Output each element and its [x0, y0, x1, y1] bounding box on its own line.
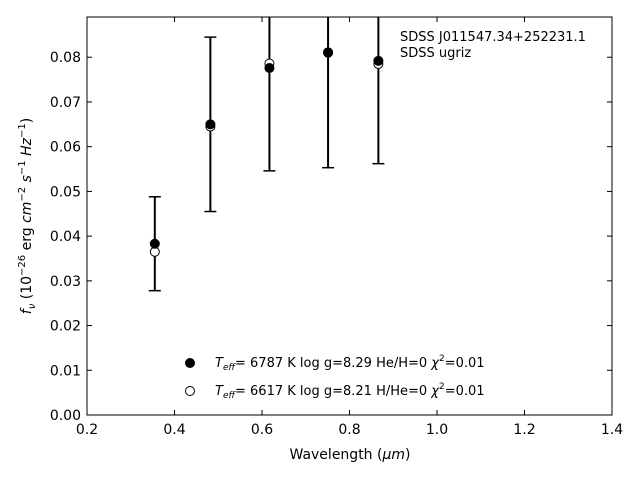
y-tick-label-4: 0.04: [50, 229, 81, 245]
y-tick-label-6: 0.06: [50, 140, 81, 156]
y-tick-label-3: 0.03: [50, 274, 81, 290]
x-tick-label-6: 1.4: [601, 422, 623, 438]
annotation-survey: SDSS ugriz: [400, 46, 471, 61]
point-filled-1: [205, 119, 216, 130]
y-tick-label-0: 0.00: [50, 408, 81, 424]
x-tick-label-3: 0.8: [338, 422, 360, 438]
legend-marker-open: [185, 386, 195, 396]
point-filled-0: [149, 238, 160, 249]
x-tick-label-5: 1.2: [513, 422, 535, 438]
x-tick-label-0: 0.2: [76, 422, 98, 438]
point-filled-2: [264, 62, 275, 73]
y-axis-label: fν (10−26 erg cm−2 s−1 Hz−1): [17, 118, 38, 314]
annotation-object-name: SDSS J011547.34+252231.1: [400, 30, 586, 45]
x-tick-label-4: 1.0: [426, 422, 448, 438]
x-axis-label: Wavelength (μm): [290, 447, 411, 463]
legend-marker-filled: [185, 358, 195, 368]
x-tick-label-1: 0.4: [163, 422, 185, 438]
y-tick-label-7: 0.07: [50, 95, 81, 111]
y-tick-label-2: 0.02: [50, 319, 81, 335]
legend: Teff= 6787 K log g=8.29 He/H=0 χ2=0.01 T…: [185, 354, 485, 401]
error-bars: [148, 17, 385, 292]
y-tick-label-1: 0.01: [50, 363, 81, 379]
legend-label-filled: Teff= 6787 K log g=8.29 He/H=0 χ2=0.01: [215, 354, 485, 373]
point-filled-4: [373, 55, 384, 66]
y-tick-label-5: 0.05: [50, 184, 81, 200]
axes-frame: [86, 16, 613, 416]
plot-area: 0.2 0.4 0.6 0.8 1.0 1.2 1.4 0.00 0.01 0.02 0.03 0.0…: [50, 16, 623, 438]
y-tick-label-8: 0.08: [50, 50, 81, 66]
legend-label-open: Teff= 6617 K log g=8.21 H/He=0 χ2=0.01: [215, 382, 485, 401]
point-filled-3: [323, 47, 334, 58]
x-tick-label-2: 0.6: [251, 422, 273, 438]
